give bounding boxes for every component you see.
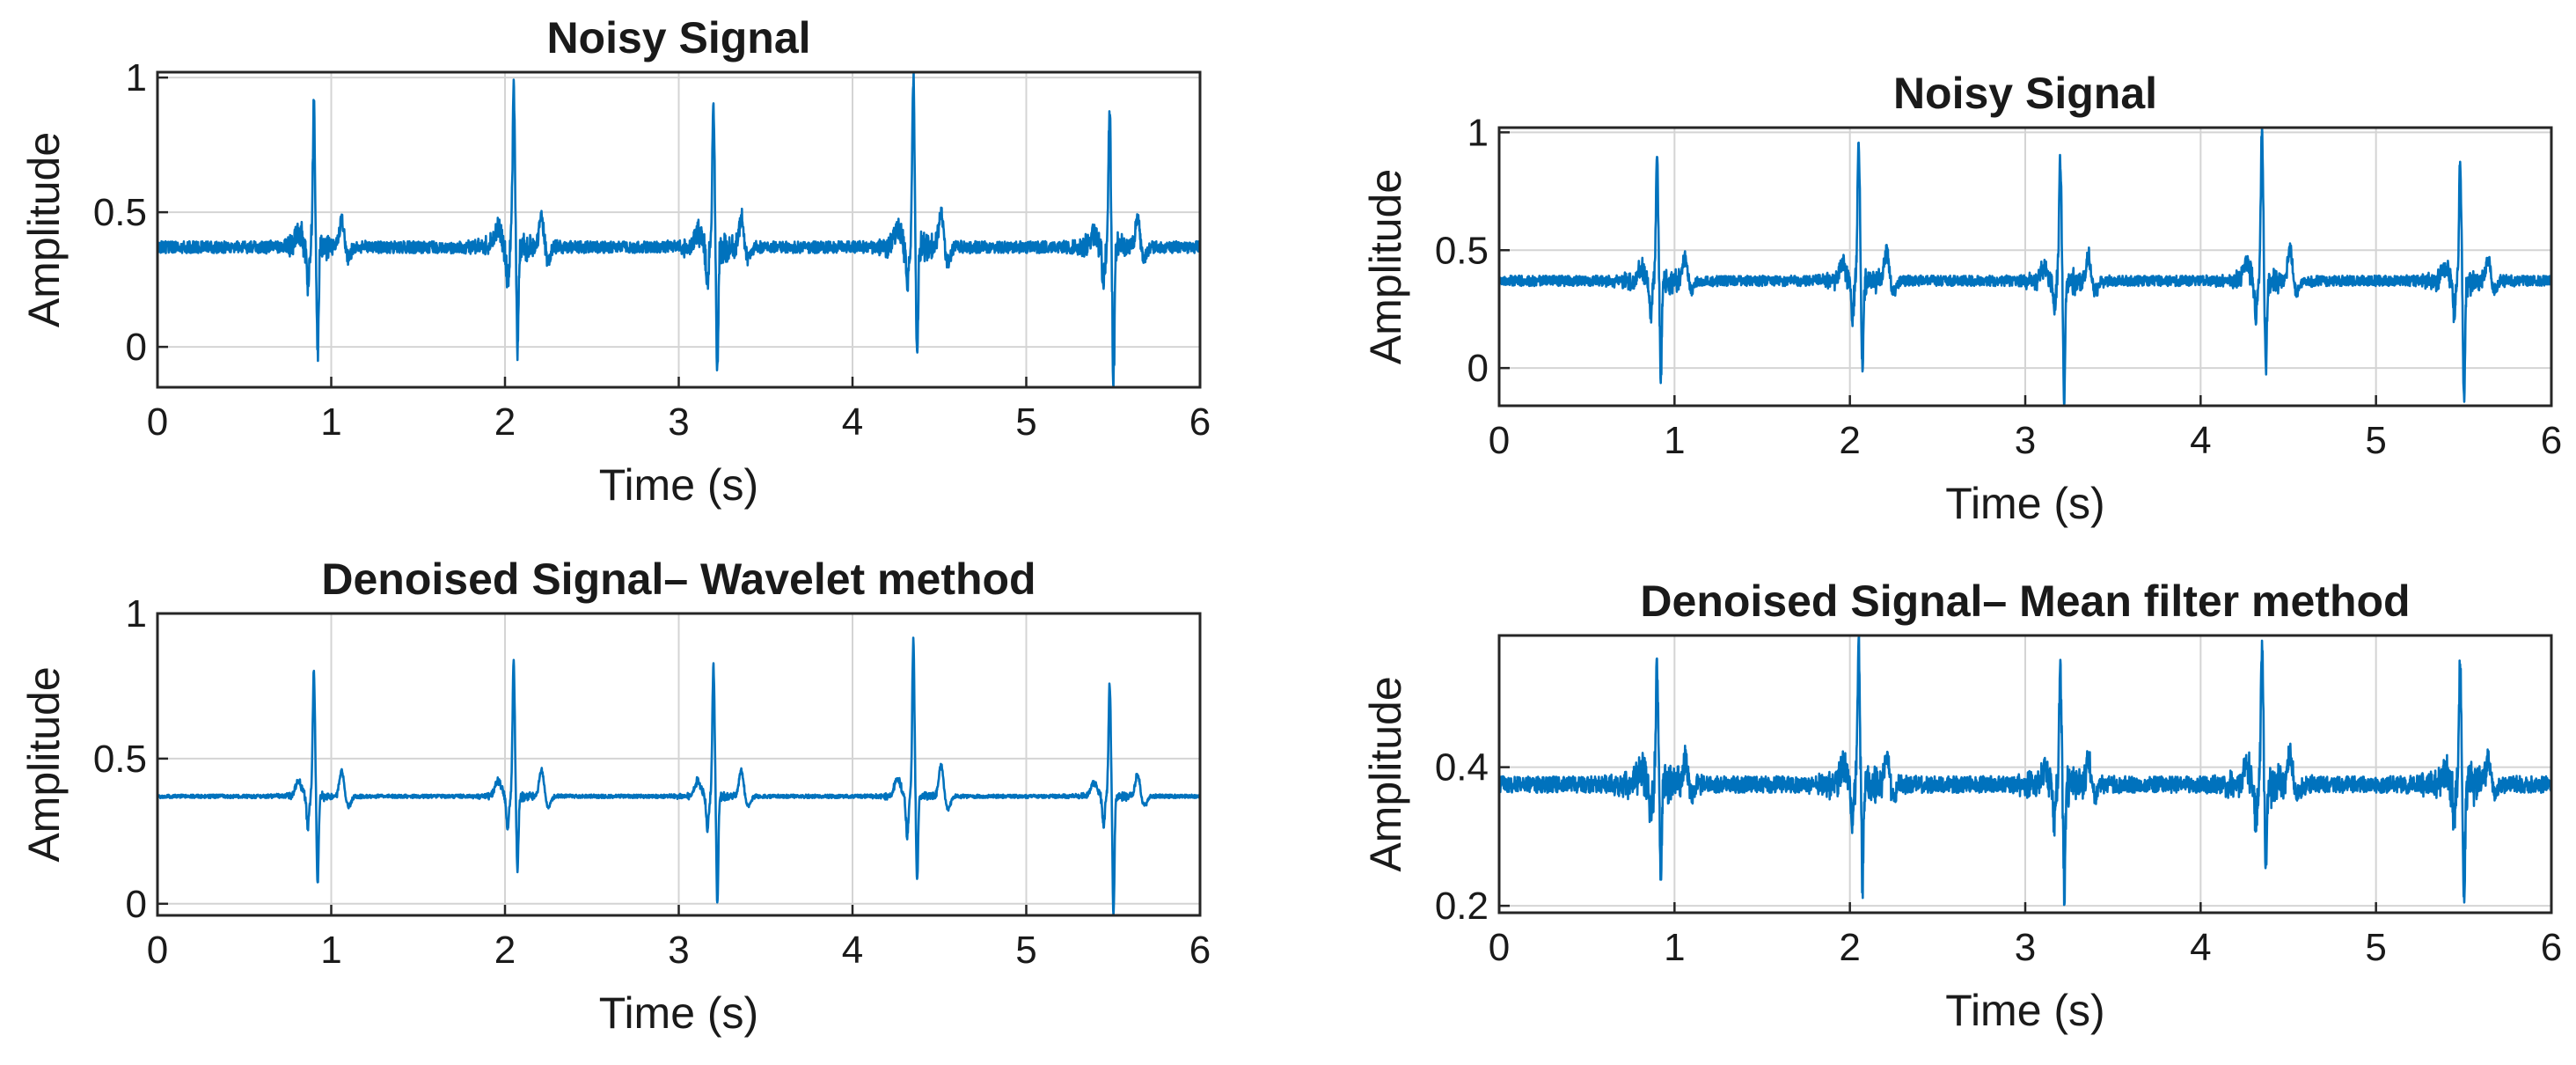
x-tick-label: 6 [2541, 926, 2562, 969]
x-tick-label: 3 [668, 929, 689, 972]
y-axis-label: Amplitude [19, 666, 69, 862]
y-axis-label: Amplitude [1361, 169, 1410, 364]
x-tick-label: 2 [1839, 926, 1860, 969]
signal-series-line [157, 636, 1202, 916]
plot-denoised-wavelet: 0 1 2 3 4 5 6 0 0.5 1 Denoised Signal– Wavelet met… [19, 555, 1211, 1038]
y-tick-label: 1 [1467, 111, 1489, 154]
chart-title: Denoised Signal– Mean filter method [1640, 577, 2410, 626]
y-tick-label: 1 [126, 592, 147, 635]
x-tick-label: 4 [2190, 419, 2211, 462]
x-tick-label: 6 [1189, 929, 1211, 972]
chart-title: Noisy Signal [546, 13, 810, 62]
x-tick-label: 0 [147, 400, 168, 444]
x-tick-label: 2 [1839, 419, 1860, 462]
signal-series-line [1497, 126, 2553, 407]
x-tick-label: 4 [2190, 926, 2211, 969]
x-tick-label: 0 [1489, 926, 1510, 969]
y-tick-label: 0 [1467, 347, 1489, 390]
y-tick-label: 0.2 [1435, 885, 1489, 928]
x-tick-label: 2 [494, 400, 516, 444]
x-tick-label: 1 [1664, 926, 1685, 969]
x-tick-label: 0 [1489, 419, 1510, 462]
x-tick-label: 5 [2365, 926, 2386, 969]
x-tick-label: 1 [320, 400, 341, 444]
signal-series-line [1497, 634, 2553, 907]
x-tick-label: 4 [842, 400, 863, 444]
signal-series-line [156, 71, 1202, 388]
x-tick-label: 1 [320, 929, 341, 972]
chart-title: Noisy Signal [1893, 69, 2157, 118]
y-axis-label: Amplitude [19, 132, 69, 327]
x-axis-label: Time (s) [599, 988, 758, 1038]
x-tick-label: 3 [668, 400, 689, 444]
y-tick-label: 0.4 [1435, 746, 1489, 790]
plot-denoised-mean-filter: 0 1 2 3 4 5 6 0.2 0.4 Denoised Signal– Mean filte… [1361, 577, 2562, 1035]
y-tick-label: 1 [126, 56, 147, 99]
x-tick-label: 3 [2015, 926, 2036, 969]
x-tick-label: 1 [1664, 419, 1685, 462]
x-tick-label: 5 [2365, 419, 2386, 462]
y-tick-label: 0 [126, 883, 147, 926]
plot-noisy-signal-left: 0 1 2 3 4 5 6 0 0.5 1 Noisy Signal Time (s) Amplitud… [19, 13, 1211, 510]
x-tick-label: 5 [1015, 400, 1036, 444]
x-tick-label: 3 [2015, 419, 2036, 462]
plot-noisy-signal-right: 0 1 2 3 4 5 6 0 0.5 1 Noisy Signal Time (s) Amplitud… [1361, 69, 2562, 528]
chart-title: Denoised Signal– Wavelet method [321, 555, 1036, 604]
x-tick-label: 4 [842, 929, 863, 972]
x-tick-label: 6 [2541, 419, 2562, 462]
y-axis-label: Amplitude [1361, 676, 1410, 871]
x-tick-label: 6 [1189, 400, 1211, 444]
y-tick-label: 0 [126, 326, 147, 369]
x-tick-label: 2 [494, 929, 516, 972]
x-axis-label: Time (s) [1945, 479, 2104, 528]
y-tick-label: 0.5 [93, 191, 147, 234]
x-axis-label: Time (s) [599, 460, 758, 510]
x-tick-label: 0 [147, 929, 168, 972]
y-tick-label: 0.5 [1435, 229, 1489, 272]
x-tick-label: 5 [1015, 929, 1036, 972]
x-axis-label: Time (s) [1945, 986, 2104, 1035]
y-tick-label: 0.5 [93, 738, 147, 781]
